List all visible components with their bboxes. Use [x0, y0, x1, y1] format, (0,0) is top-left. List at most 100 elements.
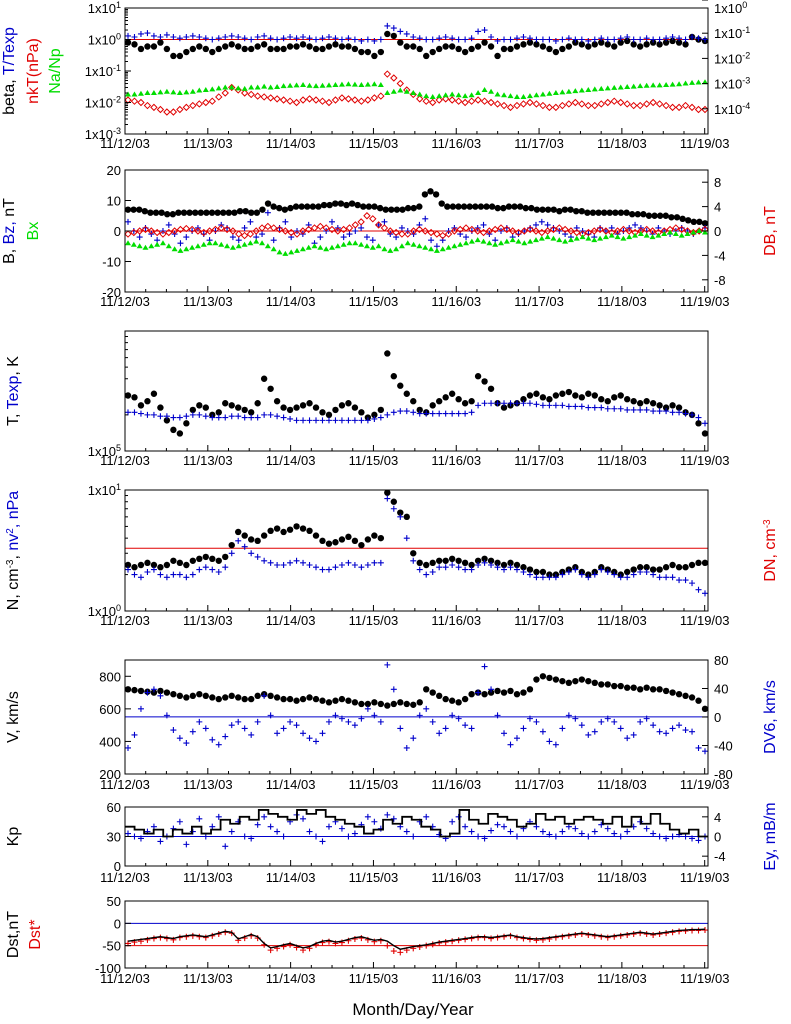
beta-point	[163, 88, 170, 94]
B-point	[352, 228, 359, 234]
N-point	[267, 559, 274, 566]
Kp-point	[507, 828, 514, 835]
T-point	[429, 402, 436, 409]
y-tick-label-left: -10	[102, 255, 121, 270]
panel-Kp: 0 30 60 -4 0 4 11/12/03 11/13/03 11/14/03 11/15/0…	[5, 800, 779, 885]
beta-point	[261, 32, 268, 39]
beta-point	[131, 34, 138, 41]
beta-point	[403, 30, 410, 37]
V-point	[500, 689, 508, 696]
beta-point	[578, 36, 585, 43]
beta-point	[202, 45, 209, 53]
y-tick-label-left-exponent: -1	[113, 63, 121, 73]
B-point	[427, 188, 434, 195]
T-y-label-part-2: , K	[5, 356, 22, 376]
T-point	[468, 398, 475, 405]
B-point	[206, 240, 213, 246]
beta-point	[539, 43, 547, 50]
y-tick-label-right: -4	[714, 849, 726, 864]
B-point	[211, 225, 220, 234]
Kp-point	[591, 828, 598, 835]
B-point	[463, 234, 470, 241]
B-point	[259, 206, 266, 213]
V-point	[689, 728, 696, 735]
B-point	[220, 209, 227, 216]
N-point	[461, 559, 469, 567]
beta-point	[642, 100, 651, 108]
y-tick-label-right: -40	[714, 739, 733, 754]
x-tick-label: 11/18/03	[597, 613, 647, 628]
Dst-point	[702, 927, 708, 934]
beta-point	[571, 98, 580, 107]
V-point	[663, 730, 670, 737]
beta-point	[183, 34, 190, 41]
V-point	[364, 700, 372, 708]
V-point	[215, 695, 222, 703]
T-point	[228, 413, 235, 420]
B-point	[398, 224, 405, 231]
V-point	[461, 695, 469, 703]
V-point	[598, 681, 605, 688]
T-point	[675, 404, 683, 411]
B-point	[218, 241, 225, 247]
y-tick-label-right: 4	[714, 200, 721, 215]
T-point	[461, 400, 469, 407]
N-point	[293, 557, 300, 564]
beta-point	[254, 43, 261, 50]
beta-point	[442, 34, 449, 41]
N-right-label: DN, cm-3	[762, 519, 780, 582]
beta-point	[422, 97, 430, 105]
N-point	[565, 569, 572, 576]
beta-point	[494, 91, 501, 97]
N-point	[501, 566, 508, 573]
V-point	[533, 676, 540, 683]
N-right-label-part-0: DN, cm	[762, 528, 779, 581]
T-point	[520, 400, 527, 407]
V-point	[501, 730, 508, 737]
V-point	[397, 699, 404, 706]
B-point	[550, 206, 557, 213]
N-point	[202, 553, 209, 561]
N-y-label: N, cm-3, nv2, nPa	[5, 491, 23, 611]
B-point	[194, 227, 202, 235]
N-point	[572, 566, 579, 573]
T-point	[377, 414, 384, 421]
x-tick-label: 11/14/03	[266, 294, 316, 309]
V-point	[325, 699, 333, 706]
T-point	[435, 398, 443, 405]
beta-point	[526, 39, 534, 46]
beta-point	[293, 35, 300, 42]
V-point	[403, 744, 410, 751]
B-point	[689, 228, 698, 237]
B-y-label: B, Bz, nT	[1, 198, 18, 264]
B-point	[625, 227, 633, 235]
y-tick-label-right: -4	[714, 248, 726, 263]
beta-point	[702, 79, 708, 85]
panel-V: 200 400 600 800 -80 -40 0 40 80 11/12/03 11/13/03 1…	[5, 653, 779, 792]
T-point	[235, 404, 242, 411]
T-point	[384, 411, 391, 418]
beta-point	[423, 93, 430, 99]
N-point	[247, 536, 255, 543]
V-point	[702, 748, 708, 755]
B-point	[310, 224, 319, 232]
T-point	[267, 385, 274, 392]
T-point	[462, 410, 469, 417]
beta-point	[643, 41, 650, 48]
beta-point	[493, 100, 502, 108]
N-point	[403, 513, 410, 521]
beta-point	[578, 87, 585, 93]
beta-point	[481, 27, 488, 34]
T-point	[474, 373, 482, 380]
B-point	[661, 231, 668, 237]
B-point	[398, 243, 405, 249]
beta-point	[280, 35, 287, 42]
beta-point	[287, 82, 294, 88]
V-point	[280, 725, 287, 732]
B-point	[584, 209, 591, 216]
N-point	[448, 555, 456, 563]
beta-point	[176, 35, 183, 42]
N-point	[377, 534, 385, 542]
x-tick-label: 11/16/03	[431, 453, 481, 468]
panel-beta: 1x10-3 1x10-2 1x10-1 1x100 1x101 1x10-4 1x10-3…	[1, 0, 750, 151]
